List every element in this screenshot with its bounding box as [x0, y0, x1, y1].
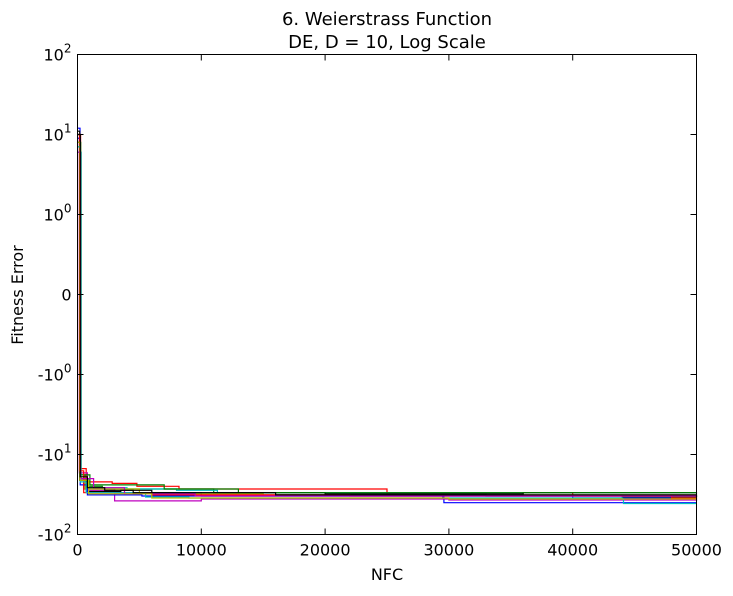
y-tick-label: -101	[38, 442, 72, 465]
y-tick-label: 0	[61, 286, 71, 305]
x-tick-label: 20000	[300, 541, 351, 560]
y-tick-label: -100	[38, 362, 72, 385]
x-tick-label: 50000	[671, 541, 722, 560]
chart-title: 6. Weierstrass Function	[282, 9, 492, 30]
series-line-11	[77, 146, 697, 505]
series-line-12	[77, 151, 697, 497]
series-line-10	[77, 133, 697, 499]
series-layer	[77, 127, 698, 505]
y-tick-label: 102	[44, 42, 72, 65]
y-tick-label: -102	[38, 522, 72, 545]
x-axis: 0 10000 20000 30000 40000 50000	[72, 54, 722, 560]
chart-subtitle: DE, D = 10, Log Scale	[288, 32, 486, 53]
x-tick-label: 0	[72, 541, 82, 560]
x-axis-label: NFC	[371, 565, 403, 584]
series-line-9	[77, 141, 698, 494]
series-line-6	[77, 146, 697, 496]
x-tick-label: 40000	[547, 541, 598, 560]
plot-frame	[77, 54, 697, 535]
y-tick-label: 101	[44, 122, 72, 145]
x-tick-label: 30000	[423, 541, 474, 560]
series-line-2	[77, 141, 697, 498]
series-line-4	[77, 151, 697, 494]
series-line-3	[77, 133, 698, 501]
series-line-5	[77, 137, 697, 502]
y-tick-label: 100	[44, 202, 72, 225]
x-tick-label: 10000	[176, 541, 227, 560]
y-axis: 102 101 100 0 -100 -101 -102	[38, 42, 697, 545]
series-line-7	[77, 130, 697, 495]
series-line-14	[77, 133, 698, 497]
series-line-13	[77, 141, 697, 500]
y-axis-label: Fitness Error	[8, 245, 27, 345]
series-line-1	[77, 127, 697, 504]
series-line-8	[77, 137, 697, 499]
